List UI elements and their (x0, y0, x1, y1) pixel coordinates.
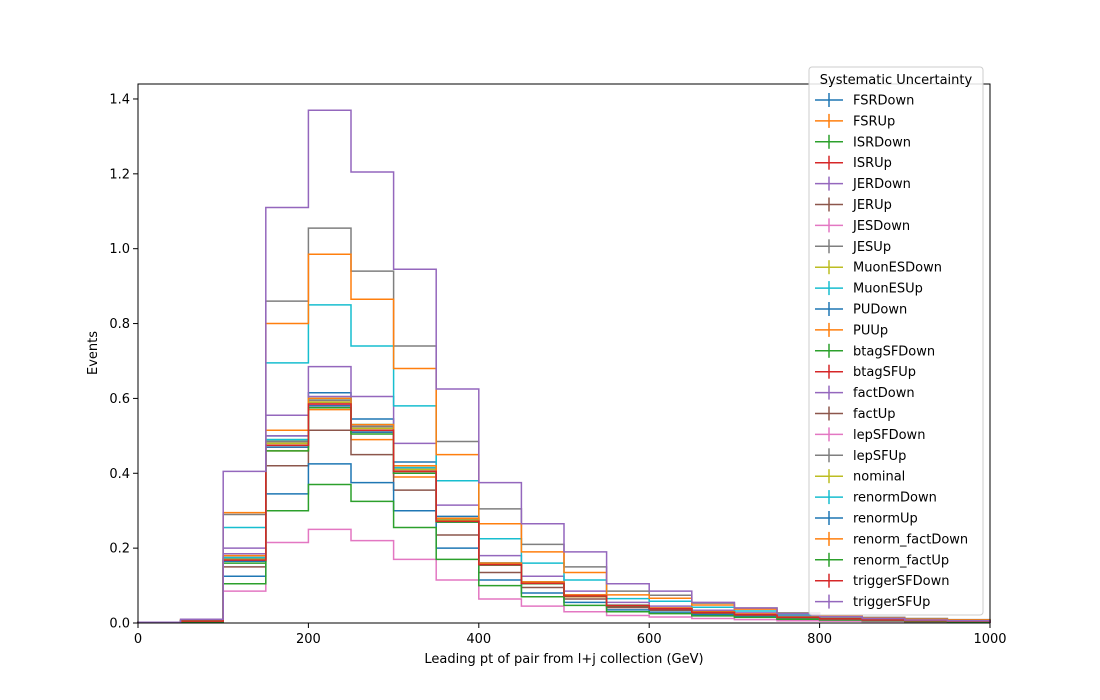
legend-label: JERUp (852, 198, 892, 213)
plot-frame (137, 83, 991, 624)
x-tick-label: 800 (807, 632, 832, 647)
legend-entry-JESUp: JESUp (815, 239, 891, 255)
legend-label: triggerSFDown (853, 574, 949, 589)
legend-entry-factUp: factUp (815, 406, 896, 422)
legend-entry-FSRUp: FSRUp (815, 113, 895, 129)
legend-label: FSRUp (853, 114, 895, 129)
legend-entry-MuonESUp: MuonESUp (815, 281, 923, 297)
legend-label: btagSFUp (853, 365, 916, 380)
legend-entry-triggerSFDown: triggerSFDown (815, 573, 949, 589)
y-tick-label: 1.0 (109, 242, 130, 257)
legend-label: renorm_factDown (853, 532, 968, 547)
legend-label: renorm_factUp (853, 553, 949, 568)
x-tick-label: 1000 (973, 632, 1006, 647)
legend-label: ISRDown (853, 135, 911, 150)
y-tick-label: 1.2 (109, 167, 130, 182)
legend-entry-renorm_factDown: renorm_factDown (815, 531, 968, 547)
series-line-triggerSFUp (137, 109, 991, 624)
legend-entry-renormDown: renormDown (815, 490, 937, 506)
legend-entry-FSRDown: FSRDown (815, 93, 914, 109)
legend-label: MuonESUp (853, 282, 923, 297)
y-tick-label: 0.2 (109, 542, 130, 557)
y-tick-label: 0.0 (109, 617, 130, 632)
legend-entries: FSRDown FSRUp ISRDown ISRUp JERDown JERUp JESD… (815, 93, 968, 610)
series-layer (137, 109, 991, 624)
legend-entry-JERDown: JERDown (815, 176, 911, 192)
legend-label: JESDown (852, 219, 910, 234)
legend-label: triggerSFUp (853, 595, 930, 610)
y-tick-label: 0.4 (109, 467, 130, 482)
legend-label: factDown (853, 386, 915, 401)
legend-entry-renormUp: renormUp (815, 511, 918, 527)
legend-label: FSRDown (853, 94, 914, 109)
legend-entry-btagSFUp: btagSFUp (815, 364, 916, 380)
legend-entry-lepSFDown: lepSFDown (815, 427, 925, 443)
legend-entry-nominal: nominal (815, 469, 905, 485)
legend-label: lepSFUp (853, 449, 906, 464)
legend-label: MuonESDown (853, 261, 942, 276)
legend-title: Systematic Uncertainty (820, 73, 973, 88)
legend-label: nominal (853, 470, 905, 485)
x-tick-label: 400 (466, 632, 491, 647)
legend: Systematic Uncertainty FSRDown FSRUp ISRDo… (808, 66, 984, 616)
legend-label: factUp (853, 407, 896, 422)
legend-entry-PUDown: PUDown (815, 302, 907, 318)
x-tick-label: 600 (637, 632, 662, 647)
legend-entry-PUUp: PUUp (815, 322, 888, 338)
x-axis-ticks: 0 200 400 600 800 1000 (134, 623, 1007, 647)
legend-label: PUUp (853, 323, 888, 338)
legend-frame (808, 66, 984, 616)
y-tick-label: 1.4 (109, 92, 130, 107)
legend-entry-btagSFDown: btagSFDown (815, 343, 935, 359)
legend-entry-JERUp: JERUp (815, 197, 892, 213)
legend-entry-renorm_factUp: renorm_factUp (815, 552, 949, 568)
x-tick-label: 200 (296, 632, 321, 647)
legend-entry-factDown: factDown (815, 385, 915, 401)
legend-entry-JESDown: JESDown (815, 218, 910, 234)
x-axis-title: Leading pt of pair from l+j collection (… (424, 652, 703, 667)
legend-label: ISRUp (853, 156, 892, 171)
legend-entry-ISRDown: ISRDown (815, 134, 911, 150)
y-tick-label: 0.8 (109, 317, 130, 332)
legend-label: PUDown (853, 303, 907, 318)
x-tick-label: 0 (134, 632, 142, 647)
legend-entry-triggerSFUp: triggerSFUp (815, 594, 930, 610)
legend-label: JERDown (852, 177, 911, 192)
legend-entry-ISRUp: ISRUp (815, 155, 892, 171)
y-axis-ticks: 0.0 0.2 0.4 0.6 0.8 1.0 1.2 1.4 (109, 92, 138, 632)
legend-entry-MuonESDown: MuonESDown (815, 260, 942, 276)
legend-label: JESUp (852, 240, 891, 255)
legend-label: renormUp (853, 512, 918, 527)
legend-label: lepSFDown (853, 428, 925, 443)
legend-entry-lepSFUp: lepSFUp (815, 448, 906, 464)
legend-label: renormDown (853, 491, 937, 506)
y-axis-title: Events (86, 331, 101, 375)
legend-label: btagSFDown (853, 344, 935, 359)
y-tick-label: 0.6 (109, 392, 130, 407)
